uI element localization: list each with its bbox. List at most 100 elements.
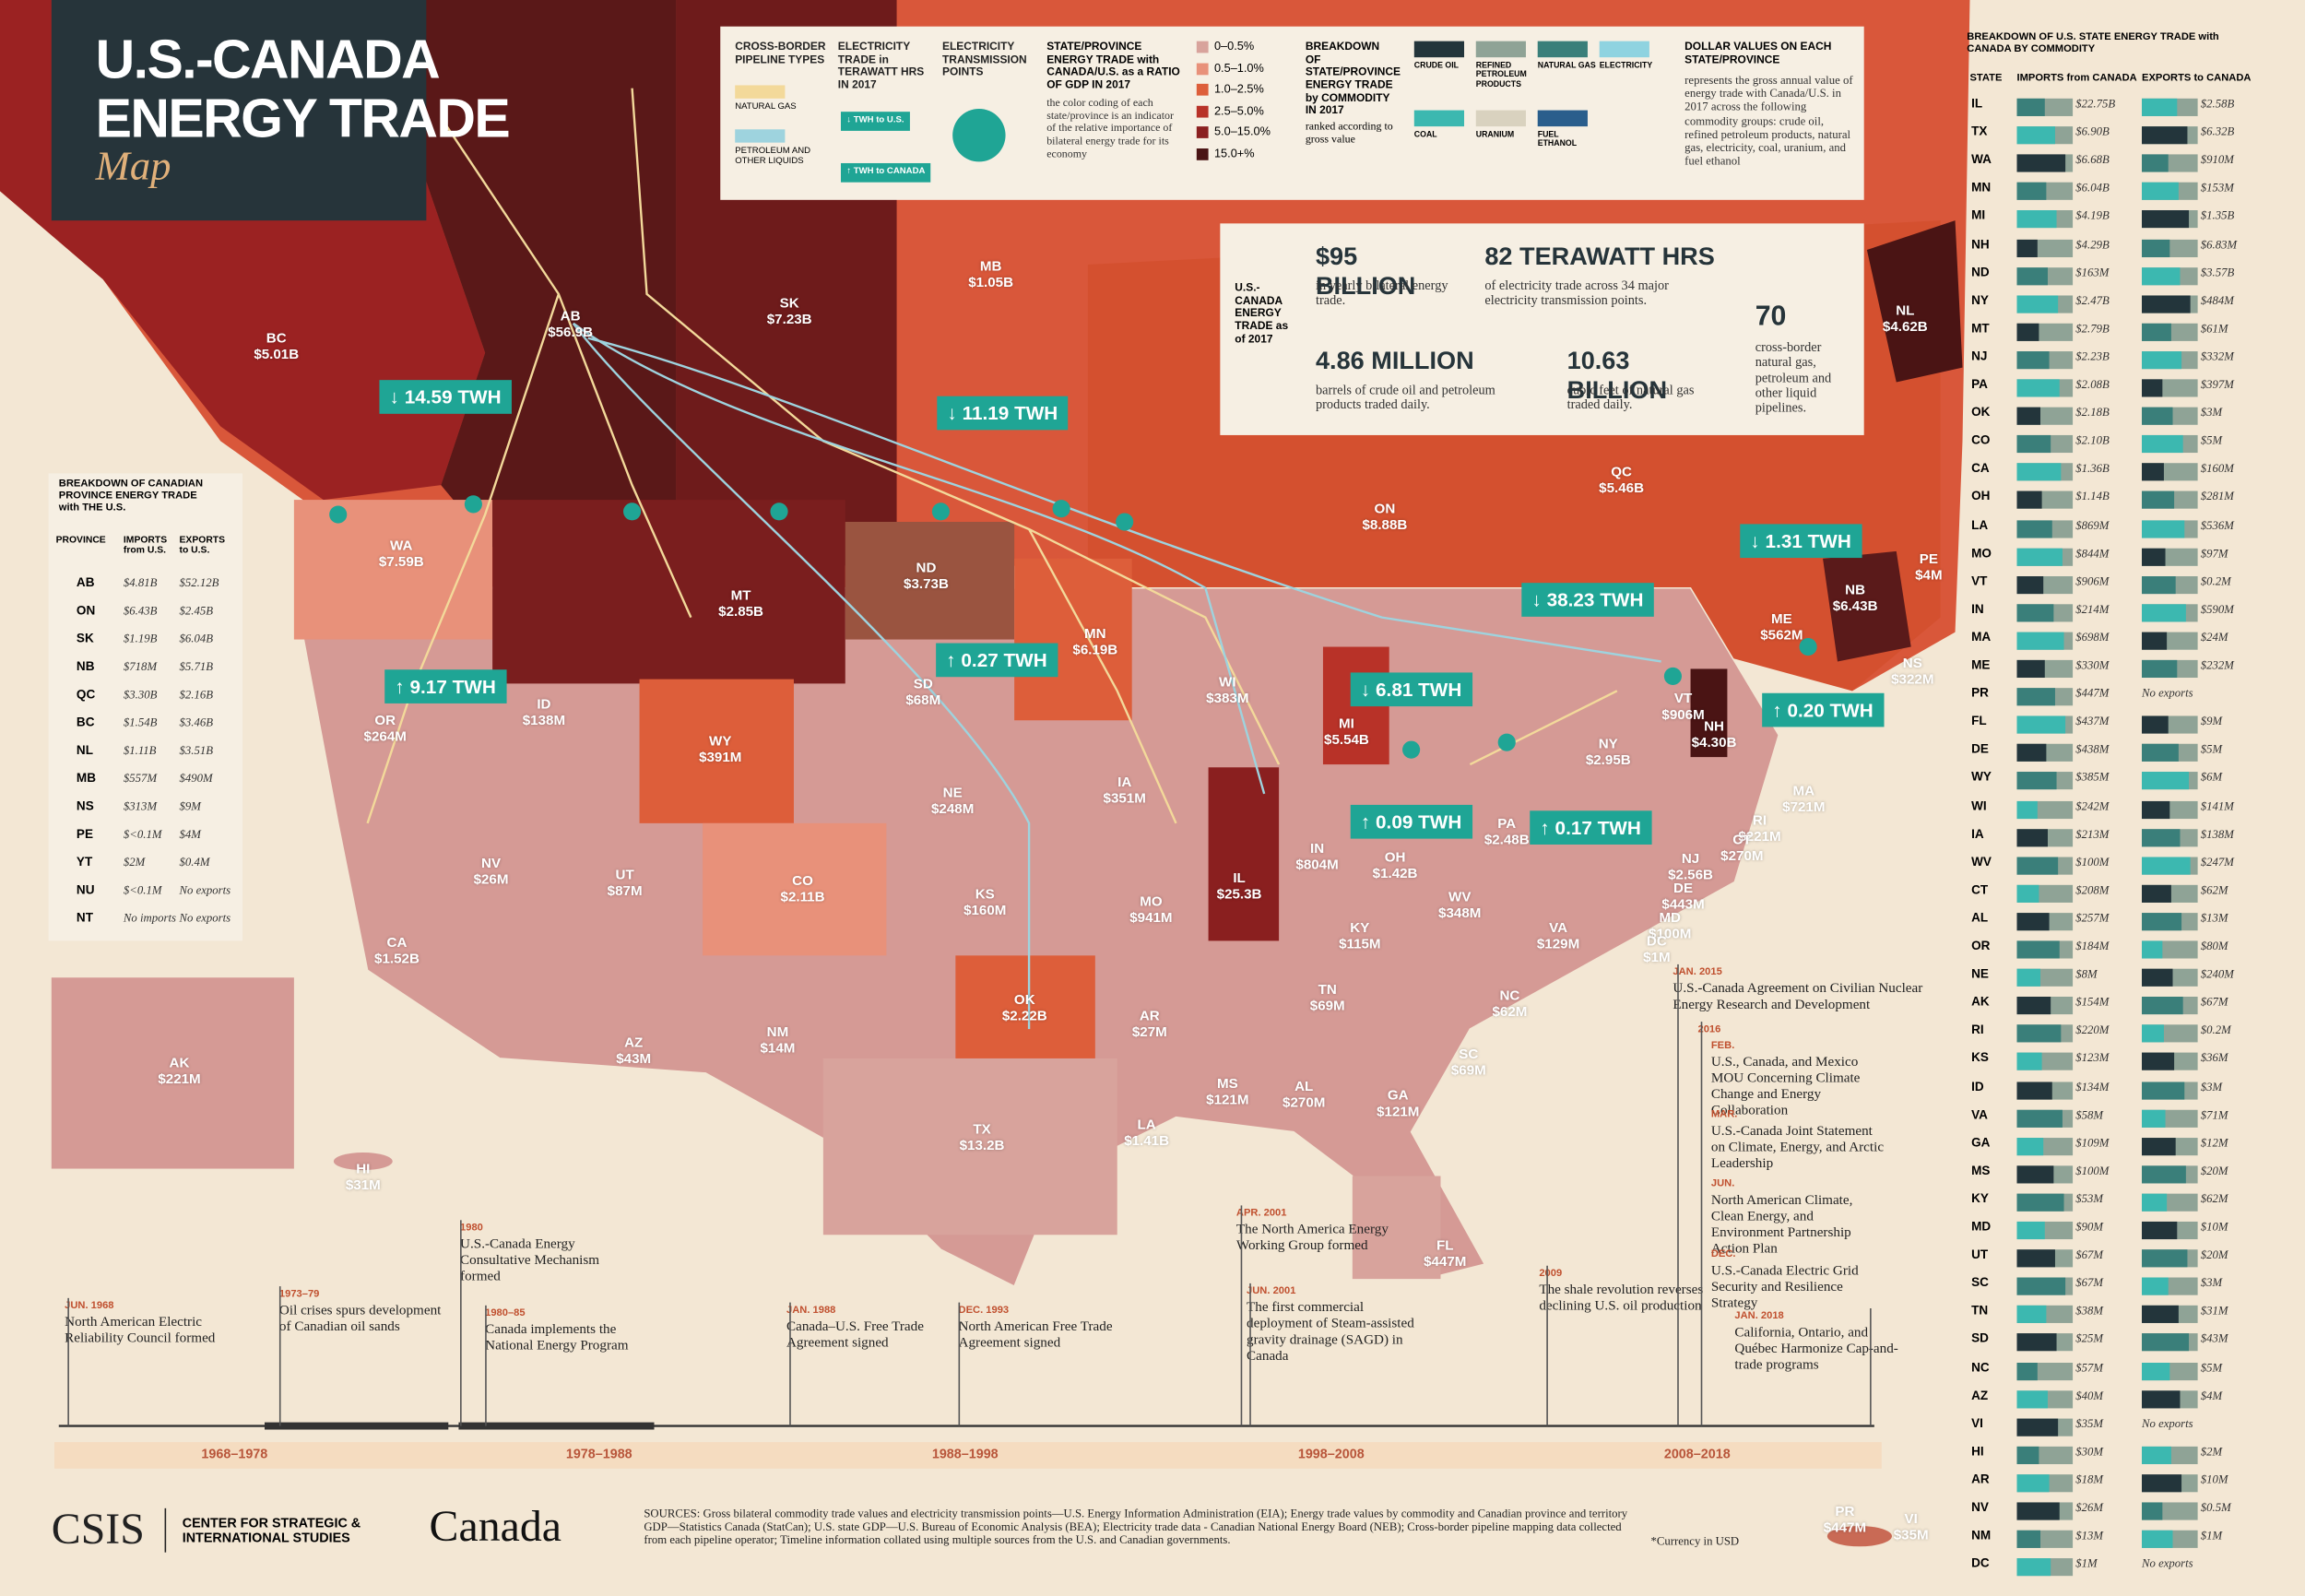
event-text: U.S.-Canada Joint Statement on Climate, …: [1710, 1124, 1885, 1172]
csis-name: CENTER FOR STRATEGIC & INTERNATIONAL STU…: [182, 1515, 361, 1546]
state-name: CO: [1971, 432, 1991, 447]
region-value: $14M: [760, 1040, 796, 1058]
state-name: KS: [1971, 1050, 1989, 1065]
region-name: BC: [266, 330, 287, 348]
region-value: $4.62B: [1882, 318, 1928, 336]
stat-value: $95 BILLION: [1315, 242, 1416, 300]
state-value: $2.79B: [2075, 321, 2110, 336]
commodity-bar: [2016, 350, 2050, 370]
mt: [492, 500, 845, 684]
state-name: SD: [1971, 1330, 1989, 1346]
region-name: OK: [1013, 992, 1035, 1009]
state-value: $247M: [2200, 855, 2234, 869]
commodity-bar: [2016, 1362, 2038, 1380]
commodity-bar: [2142, 126, 2188, 145]
region-label: NV $26M: [474, 856, 509, 890]
region-label: MI $5.54B: [1324, 716, 1369, 750]
commodity-bar: [2016, 632, 2064, 650]
region-name: TN: [1318, 982, 1337, 999]
province-value: $718M: [123, 659, 158, 674]
region-value: $100M: [1649, 926, 1692, 943]
region-name: SD: [913, 676, 933, 693]
stat-text: cross-border natural gas, petroleum and …: [1755, 339, 1832, 416]
twh-label: ↑ 0.09 TWH: [1350, 804, 1472, 839]
event-text: Oil crises spurs development of Canadian…: [278, 1304, 442, 1335]
state-value: $590M: [2200, 602, 2234, 616]
region-label: CA $1.52B: [374, 935, 420, 969]
wa: [293, 500, 493, 640]
commodity-bar: [2016, 1024, 2062, 1043]
state-name: RI: [1971, 1022, 1984, 1037]
state-value: $208M: [2075, 882, 2110, 897]
region-value: $4.30B: [1691, 735, 1737, 751]
province-value: $2.16B: [179, 688, 214, 702]
region-value: $56.9B: [548, 325, 594, 341]
stat-text: barrels of crude oil and petroleum produ…: [1315, 382, 1495, 412]
legend-label: 0–0.5%: [1213, 40, 1255, 53]
region-name: IN: [1309, 841, 1325, 857]
commodity-bar: [2016, 659, 2045, 679]
column-header: EXPORTS to CANADA: [2142, 73, 2252, 84]
state-value: $3M: [2200, 1080, 2223, 1094]
event-text: The North America Energy Working Group f…: [1235, 1223, 1389, 1254]
commodity-bar: [2142, 857, 2191, 875]
commodity-bar: [2142, 1502, 2163, 1520]
province-name: ON: [76, 602, 96, 618]
event-tick: [1546, 1265, 1548, 1426]
region-name: KS: [975, 886, 995, 904]
region-label: AL $270M: [1283, 1080, 1325, 1113]
state-value: $5M: [2200, 742, 2223, 756]
commodity-bar: [2142, 266, 2181, 285]
region-name: IL: [1233, 870, 1246, 887]
state-name: MA: [1971, 629, 1992, 644]
twh-label: ↓ 11.19 TWH: [937, 396, 1069, 431]
legend-label: NATURAL GAS: [735, 102, 797, 112]
legend-label: PETROLEUM AND OTHER LIQUIDS: [735, 147, 811, 166]
legend-icon: [952, 108, 1006, 162]
event-tick: [278, 1286, 281, 1426]
legend-label: 1.0–2.5%: [1213, 82, 1264, 96]
region-label: QC $5.46B: [1599, 465, 1644, 499]
commodity-bar: [2016, 294, 2059, 313]
region-value: $1.42B: [1372, 866, 1418, 882]
state-value: $6.04B: [2075, 181, 2110, 195]
state-value: $38M: [2075, 1304, 2104, 1318]
tx: [822, 1058, 1117, 1235]
region-value: $1.05B: [968, 275, 1014, 291]
state-value: $0.2M: [2200, 1023, 2231, 1037]
event-text: California, Ontario, and Québec Harmoniz…: [1734, 1326, 1898, 1373]
legend-swatch: [1475, 110, 1526, 127]
canada-logo: Canada: [429, 1502, 562, 1552]
commodity-bar: [2142, 1362, 2170, 1380]
commodity-bar: [2142, 548, 2166, 566]
commodity-bar: [2142, 463, 2164, 481]
transmission-points: [329, 495, 1817, 759]
commodity-bar: [2016, 239, 2038, 257]
event-date: JUN. 1968: [65, 1301, 114, 1312]
legend-note: the color coding of each state/province …: [1046, 95, 1175, 160]
stat-value: 4.86 MILLION: [1315, 347, 1474, 375]
legend-note: represents the gross annual value of ene…: [1684, 73, 1853, 168]
pipelines-oil: [572, 322, 1661, 1030]
state-value: $9M: [2200, 715, 2223, 728]
region-value: $13.2B: [959, 1138, 1005, 1154]
commodity-bar: [2016, 1165, 2054, 1184]
event-date: 2016: [1697, 1024, 1721, 1035]
province-name: NU: [76, 881, 95, 897]
state-value: $906M: [2075, 573, 2110, 588]
stats-panel: [1220, 223, 1864, 435]
commodity-bar: [2142, 1053, 2175, 1071]
state-value: $6.90B: [2075, 124, 2110, 139]
region-value: $129M: [1536, 936, 1580, 953]
event-text: U.S.-Canada Energy Consultative Mechanis…: [460, 1237, 600, 1285]
state-value: $2M: [2200, 1444, 2223, 1459]
region-name: TX: [973, 1121, 991, 1139]
province-name: NB: [76, 658, 95, 674]
event-text: U.S., Canada, and Mexico MOU Concerning …: [1710, 1055, 1861, 1118]
column-header: IMPORTS from CANADA: [2016, 73, 2137, 84]
legend-title: BREAKDOWN OF STATE/PROVINCE ENERGY TRADE…: [1305, 40, 1401, 117]
commodity-bar: [2016, 1502, 2060, 1520]
region-label: NB $6.43B: [1833, 583, 1878, 616]
twh-label: ↑ 0.27 TWH: [936, 643, 1058, 678]
commodity-bar: [2016, 1277, 2066, 1295]
